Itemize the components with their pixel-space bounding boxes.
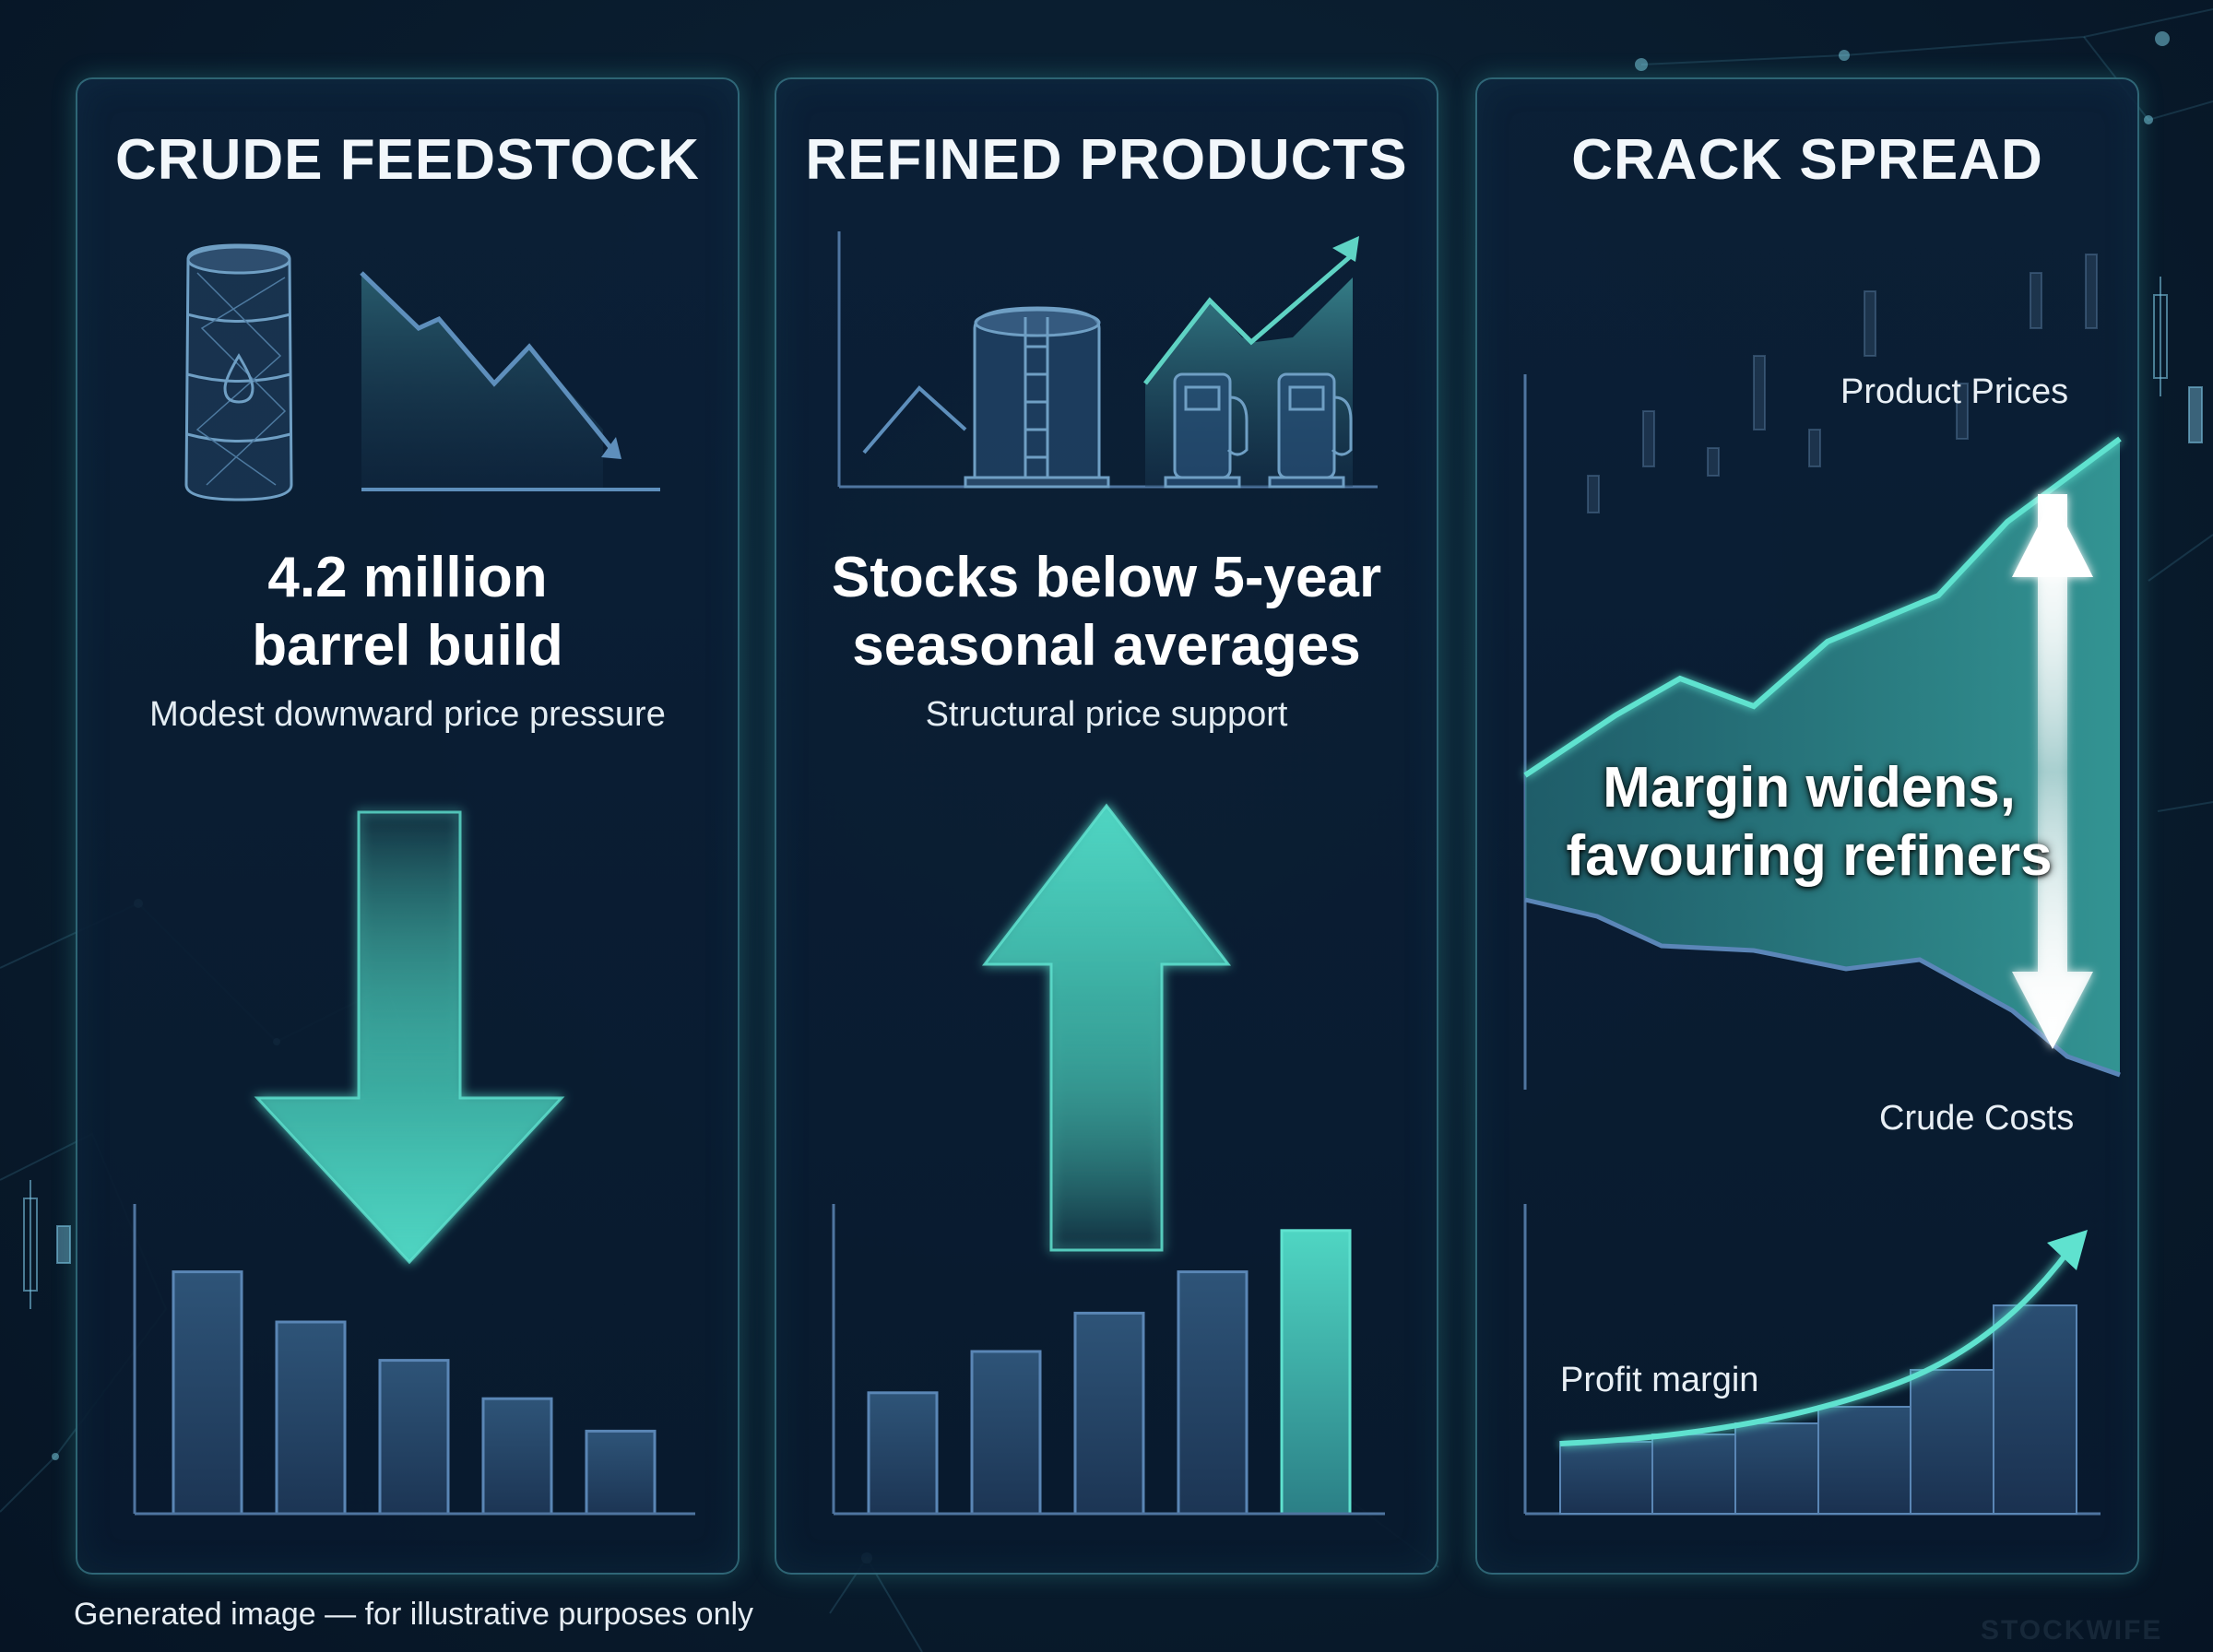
bar — [585, 1429, 657, 1516]
headline: Stocks below 5-year seasonal averages — [776, 544, 1437, 680]
bar — [1073, 1311, 1145, 1516]
bar — [172, 1270, 243, 1516]
panel-refined-products: REFINED PRODUCTS Stocks below 5-year sea… — [775, 77, 1438, 1575]
headline-line-2: seasonal averages — [852, 614, 1361, 678]
profit-margin-bars — [1559, 1304, 2077, 1515]
panel-title: CRACK SPREAD — [1571, 128, 2043, 192]
bar — [970, 1350, 1042, 1516]
bar — [275, 1320, 347, 1516]
subtitle: Modest downward price pressure — [149, 695, 666, 734]
double-arrow-icon — [2012, 494, 2093, 1049]
margin-bar — [1651, 1434, 1736, 1515]
stocks-bar-chart — [867, 1229, 1352, 1516]
margin-line-2: favouring refiners — [1566, 824, 2053, 888]
headline: 4.2 million barrel build — [77, 544, 738, 680]
margin-bar — [1817, 1406, 1911, 1515]
down-arrow-icon — [254, 810, 565, 1265]
trend-arrowhead-icon — [2047, 1230, 2088, 1270]
footnote: Generated image — for illustrative purpo… — [74, 1597, 754, 1632]
bar — [1177, 1270, 1249, 1516]
panel-title: REFINED PRODUCTS — [805, 128, 1408, 192]
headline-line-1: 4.2 million — [267, 546, 548, 609]
bar — [1280, 1229, 1352, 1516]
profit-margin-label: Profit margin — [1560, 1361, 1759, 1399]
product-prices-label: Product Prices — [1840, 372, 2069, 411]
watermark: STOCKWIFE — [1981, 1615, 2163, 1646]
falling-price-chart — [360, 271, 660, 491]
crude-costs-label: Crude Costs — [1879, 1099, 2075, 1138]
margin-bar — [1734, 1422, 1819, 1515]
bar — [481, 1397, 553, 1516]
subtitle: Structural price support — [925, 695, 1288, 734]
margin-message: Margin widens, favouring refiners — [1533, 754, 2086, 891]
panel-crack-spread: CRACK SPREAD Product Prices Crude Costs … — [1475, 77, 2139, 1575]
bar — [378, 1359, 450, 1516]
bar — [867, 1391, 939, 1516]
margin-line-1: Margin widens, — [1603, 756, 2016, 820]
margin-bar — [1559, 1441, 1653, 1515]
fuel-pump-icon — [1268, 372, 1353, 489]
oil-barrel-icon — [184, 243, 293, 502]
panel-crude-feedstock: CRUDE FEEDSTOCK 4.2 million barrel build… — [76, 77, 740, 1575]
margin-bar — [1993, 1304, 2077, 1515]
inventory-bar-chart — [172, 1270, 657, 1516]
fuel-pump-icon — [1164, 372, 1249, 489]
headline-line-2: barrel build — [252, 614, 563, 678]
panel-title: CRUDE FEEDSTOCK — [115, 128, 700, 192]
headline-line-1: Stocks below 5-year — [831, 546, 1382, 609]
up-arrow-icon — [981, 803, 1232, 1252]
margin-bar — [1910, 1369, 1994, 1515]
storage-tank-icon — [964, 306, 1110, 489]
